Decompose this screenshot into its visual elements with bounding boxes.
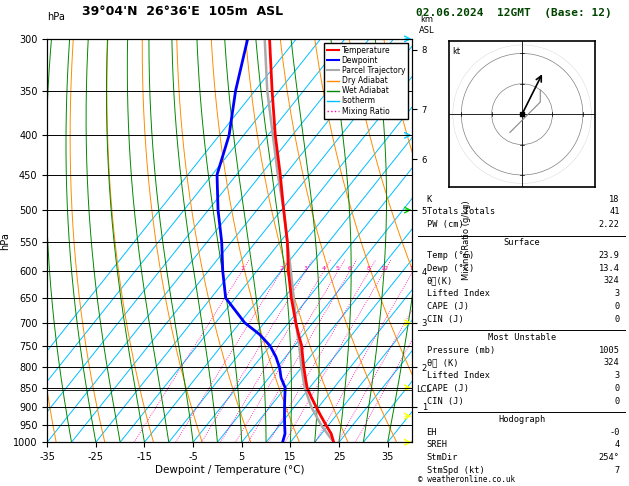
Text: 3: 3 <box>304 266 308 271</box>
Y-axis label: Mixing Ratio (g/kg): Mixing Ratio (g/kg) <box>462 201 471 280</box>
Text: Most Unstable: Most Unstable <box>488 333 556 342</box>
Text: Hodograph: Hodograph <box>498 415 546 424</box>
Text: -0: -0 <box>609 428 620 436</box>
Text: 39°04'N  26°36'E  105m  ASL: 39°04'N 26°36'E 105m ASL <box>82 5 283 18</box>
Text: EH: EH <box>426 428 437 436</box>
Text: CAPE (J): CAPE (J) <box>426 302 469 311</box>
Text: 4: 4 <box>615 440 620 450</box>
Text: 15: 15 <box>409 266 417 271</box>
Text: StmSpd (kt): StmSpd (kt) <box>426 466 484 475</box>
Text: 0: 0 <box>615 397 620 406</box>
Text: CAPE (J): CAPE (J) <box>426 384 469 393</box>
Text: θᴇ(K): θᴇ(K) <box>426 277 453 285</box>
Text: 0: 0 <box>615 315 620 324</box>
Text: CIN (J): CIN (J) <box>426 397 464 406</box>
Text: Pressure (mb): Pressure (mb) <box>426 346 495 355</box>
Text: © weatheronline.co.uk: © weatheronline.co.uk <box>418 474 515 484</box>
Text: 254°: 254° <box>599 453 620 462</box>
Legend: Temperature, Dewpoint, Parcel Trajectory, Dry Adiabat, Wet Adiabat, Isotherm, Mi: Temperature, Dewpoint, Parcel Trajectory… <box>324 43 408 119</box>
Text: PW (cm): PW (cm) <box>426 220 464 229</box>
Text: SREH: SREH <box>426 440 448 450</box>
Text: 7: 7 <box>615 466 620 475</box>
Text: 8: 8 <box>367 266 371 271</box>
Text: Dewp (°C): Dewp (°C) <box>426 264 474 273</box>
Text: 1005: 1005 <box>599 346 620 355</box>
Text: 13.4: 13.4 <box>599 264 620 273</box>
Text: 02.06.2024  12GMT  (Base: 12): 02.06.2024 12GMT (Base: 12) <box>416 8 612 18</box>
Text: 1: 1 <box>240 266 244 271</box>
Text: 324: 324 <box>604 277 620 285</box>
Text: Lifted Index: Lifted Index <box>426 289 489 298</box>
Text: Lifted Index: Lifted Index <box>426 371 489 380</box>
Text: 3: 3 <box>615 371 620 380</box>
Text: 3: 3 <box>615 289 620 298</box>
Text: 324: 324 <box>604 359 620 367</box>
Text: 0: 0 <box>615 384 620 393</box>
Text: 2.22: 2.22 <box>599 220 620 229</box>
Text: Temp (°C): Temp (°C) <box>426 251 474 260</box>
Text: Totals Totals: Totals Totals <box>426 208 495 216</box>
Y-axis label: hPa: hPa <box>0 232 10 249</box>
X-axis label: Dewpoint / Temperature (°C): Dewpoint / Temperature (°C) <box>155 465 304 475</box>
Text: 0: 0 <box>615 302 620 311</box>
Text: θᴇ (K): θᴇ (K) <box>426 359 458 367</box>
Text: kt: kt <box>452 48 460 56</box>
Text: K: K <box>426 194 432 204</box>
Text: 10: 10 <box>381 266 388 271</box>
Text: 5: 5 <box>336 266 340 271</box>
Text: 2: 2 <box>279 266 283 271</box>
Text: 41: 41 <box>609 208 620 216</box>
Text: Surface: Surface <box>504 238 540 247</box>
Text: 18: 18 <box>609 194 620 204</box>
Text: km
ASL: km ASL <box>419 16 435 35</box>
Text: 23.9: 23.9 <box>599 251 620 260</box>
Text: 6: 6 <box>348 266 352 271</box>
Text: CIN (J): CIN (J) <box>426 315 464 324</box>
Text: 4: 4 <box>321 266 326 271</box>
Text: LCL: LCL <box>416 385 431 394</box>
Text: StmDir: StmDir <box>426 453 458 462</box>
Text: hPa: hPa <box>47 12 65 22</box>
